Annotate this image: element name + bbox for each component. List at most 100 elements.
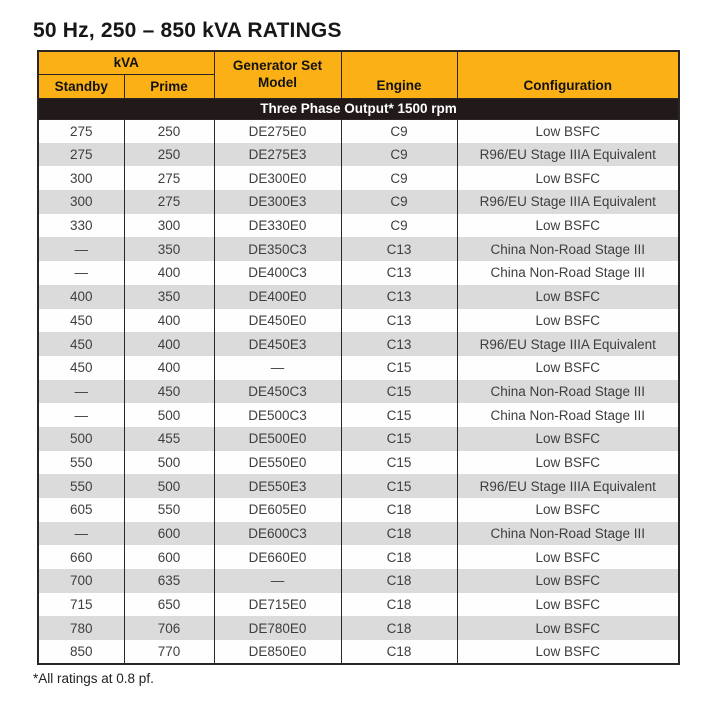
section-banner: Three Phase Output* 1500 rpm — [37, 97, 680, 120]
cell-configuration: China Non-Road Stage III — [456, 403, 680, 427]
cell-standby: 700 — [37, 569, 125, 593]
table-row: 605 550 DE605E0 C18 Low BSFC — [37, 498, 680, 522]
cell-standby: 550 — [37, 474, 125, 498]
table-row: 450 400— C15 Low BSFC — [37, 355, 680, 380]
cell-engine: C9 — [340, 119, 458, 143]
cell-engine: C18 — [340, 640, 458, 664]
cell-engine: C18 — [340, 616, 458, 641]
cell-configuration: Low BSFC — [456, 119, 680, 143]
cell-prime: 500 — [123, 403, 215, 427]
cell-model: DE660E0 — [213, 545, 342, 570]
cell-prime: 550 — [123, 498, 215, 522]
cell-engine: C13 — [340, 237, 458, 262]
cell-model: DE450E0 — [213, 308, 342, 333]
footnote: *All ratings at 0.8 pf. — [33, 670, 154, 686]
column-header-engine: Engine — [340, 50, 458, 99]
column-header-model: Generator Set Model — [213, 50, 342, 99]
cell-prime: 500 — [123, 474, 215, 498]
table-row: 550 500 DE550E0 C15 Low BSFC — [37, 450, 680, 475]
cell-model: DE500C3 — [213, 403, 342, 427]
cell-standby: — — [37, 237, 125, 262]
cell-standby: 300 — [37, 190, 125, 214]
cell-configuration: R96/EU Stage IIIA Equivalent — [456, 332, 680, 356]
cell-prime: 250 — [123, 142, 215, 167]
cell-configuration: Low BSFC — [456, 616, 680, 641]
cell-model: DE350C3 — [213, 237, 342, 262]
cell-standby: 275 — [37, 119, 125, 143]
cell-engine: C18 — [340, 569, 458, 593]
cell-model: DE550E0 — [213, 450, 342, 475]
table-row: —500 DE500C3 C15 China Non-Road Stage III — [37, 403, 680, 427]
cell-configuration: Low BSFC — [456, 426, 680, 451]
cell-configuration: R96/EU Stage IIIA Equivalent — [456, 190, 680, 214]
cell-standby: 450 — [37, 355, 125, 380]
table-header: kVA Generator Set Model Engine Configura… — [37, 50, 680, 120]
cell-configuration: Low BSFC — [456, 284, 680, 309]
column-header-kva-group: kVA — [37, 50, 215, 75]
cell-configuration: China Non-Road Stage III — [456, 237, 680, 262]
cell-standby: 550 — [37, 450, 125, 475]
cell-prime: 600 — [123, 521, 215, 546]
cell-standby: 850 — [37, 640, 125, 664]
cell-prime: 455 — [123, 426, 215, 451]
cell-prime: 500 — [123, 450, 215, 475]
cell-configuration: R96/EU Stage IIIA Equivalent — [456, 142, 680, 167]
table-row: 400 350 DE400E0 C13 Low BSFC — [37, 284, 680, 309]
cell-prime: 706 — [123, 616, 215, 641]
cell-prime: 350 — [123, 237, 215, 262]
table-row: 450 400 DE450E3 C13 R96/EU Stage IIIA Equiva… — [37, 332, 680, 356]
table-row: 780 706 DE780E0 C18 Low BSFC — [37, 616, 680, 641]
cell-standby: 715 — [37, 592, 125, 617]
table-row: 700 635— C18 Low BSFC — [37, 569, 680, 593]
cell-configuration: Low BSFC — [456, 355, 680, 380]
cell-configuration: China Non-Road Stage III — [456, 521, 680, 546]
table-row: 275 250 DE275E0 C9 Low BSFC — [37, 119, 680, 143]
cell-configuration: Low BSFC — [456, 213, 680, 238]
cell-engine: C15 — [340, 379, 458, 404]
cell-standby: 450 — [37, 308, 125, 333]
cell-configuration: Low BSFC — [456, 498, 680, 522]
cell-configuration: Low BSFC — [456, 592, 680, 617]
cell-model: — — [213, 569, 342, 593]
column-header-prime: Prime — [123, 73, 215, 99]
cell-engine: C18 — [340, 498, 458, 522]
cell-standby: 330 — [37, 213, 125, 238]
cell-prime: 275 — [123, 166, 215, 191]
table-row: —400 DE400C3 C13 China Non-Road Stage III — [37, 261, 680, 285]
cell-configuration: Low BSFC — [456, 166, 680, 191]
cell-standby: 275 — [37, 142, 125, 167]
cell-model: DE600C3 — [213, 521, 342, 546]
cell-engine: C15 — [340, 426, 458, 451]
cell-prime: 400 — [123, 332, 215, 356]
cell-engine: C13 — [340, 308, 458, 333]
cell-configuration: Low BSFC — [456, 308, 680, 333]
table-body: 275 250 DE275E0 C9 Low BSFC 275 250 DE275E3 C9 R9… — [37, 119, 680, 664]
cell-prime: 350 — [123, 284, 215, 309]
cell-standby: 605 — [37, 498, 125, 522]
cell-engine: C18 — [340, 592, 458, 617]
cell-prime: 650 — [123, 592, 215, 617]
table-row: 715 650 DE715E0 C18 Low BSFC — [37, 592, 680, 617]
cell-model: DE400E0 — [213, 284, 342, 309]
cell-prime: 770 — [123, 640, 215, 664]
ratings-table: kVA Generator Set Model Engine Configura… — [37, 50, 681, 665]
cell-standby: 450 — [37, 332, 125, 356]
table-row: —450 DE450C3 C15 China Non-Road Stage III — [37, 379, 680, 404]
cell-prime: 400 — [123, 261, 215, 285]
table-row: 300 275 DE300E3 C9 R96/EU Stage IIIA Equival… — [37, 190, 680, 214]
cell-model: DE300E0 — [213, 166, 342, 191]
cell-prime: 400 — [123, 308, 215, 333]
cell-engine: C9 — [340, 166, 458, 191]
cell-model: — — [213, 355, 342, 380]
cell-engine: C15 — [340, 403, 458, 427]
table-row: 850 770 DE850E0 C18 Low BSFC — [37, 640, 680, 664]
cell-model: DE275E0 — [213, 119, 342, 143]
cell-engine: C9 — [340, 213, 458, 238]
cell-standby: — — [37, 521, 125, 546]
table-row: 300 275 DE300E0 C9 Low BSFC — [37, 166, 680, 191]
table-row: —600 DE600C3 C18 China Non-Road Stage III — [37, 521, 680, 546]
table-row: 450 400 DE450E0 C13 Low BSFC — [37, 308, 680, 333]
column-header-standby: Standby — [37, 73, 125, 99]
cell-prime: 600 — [123, 545, 215, 570]
cell-model: DE300E3 — [213, 190, 342, 214]
